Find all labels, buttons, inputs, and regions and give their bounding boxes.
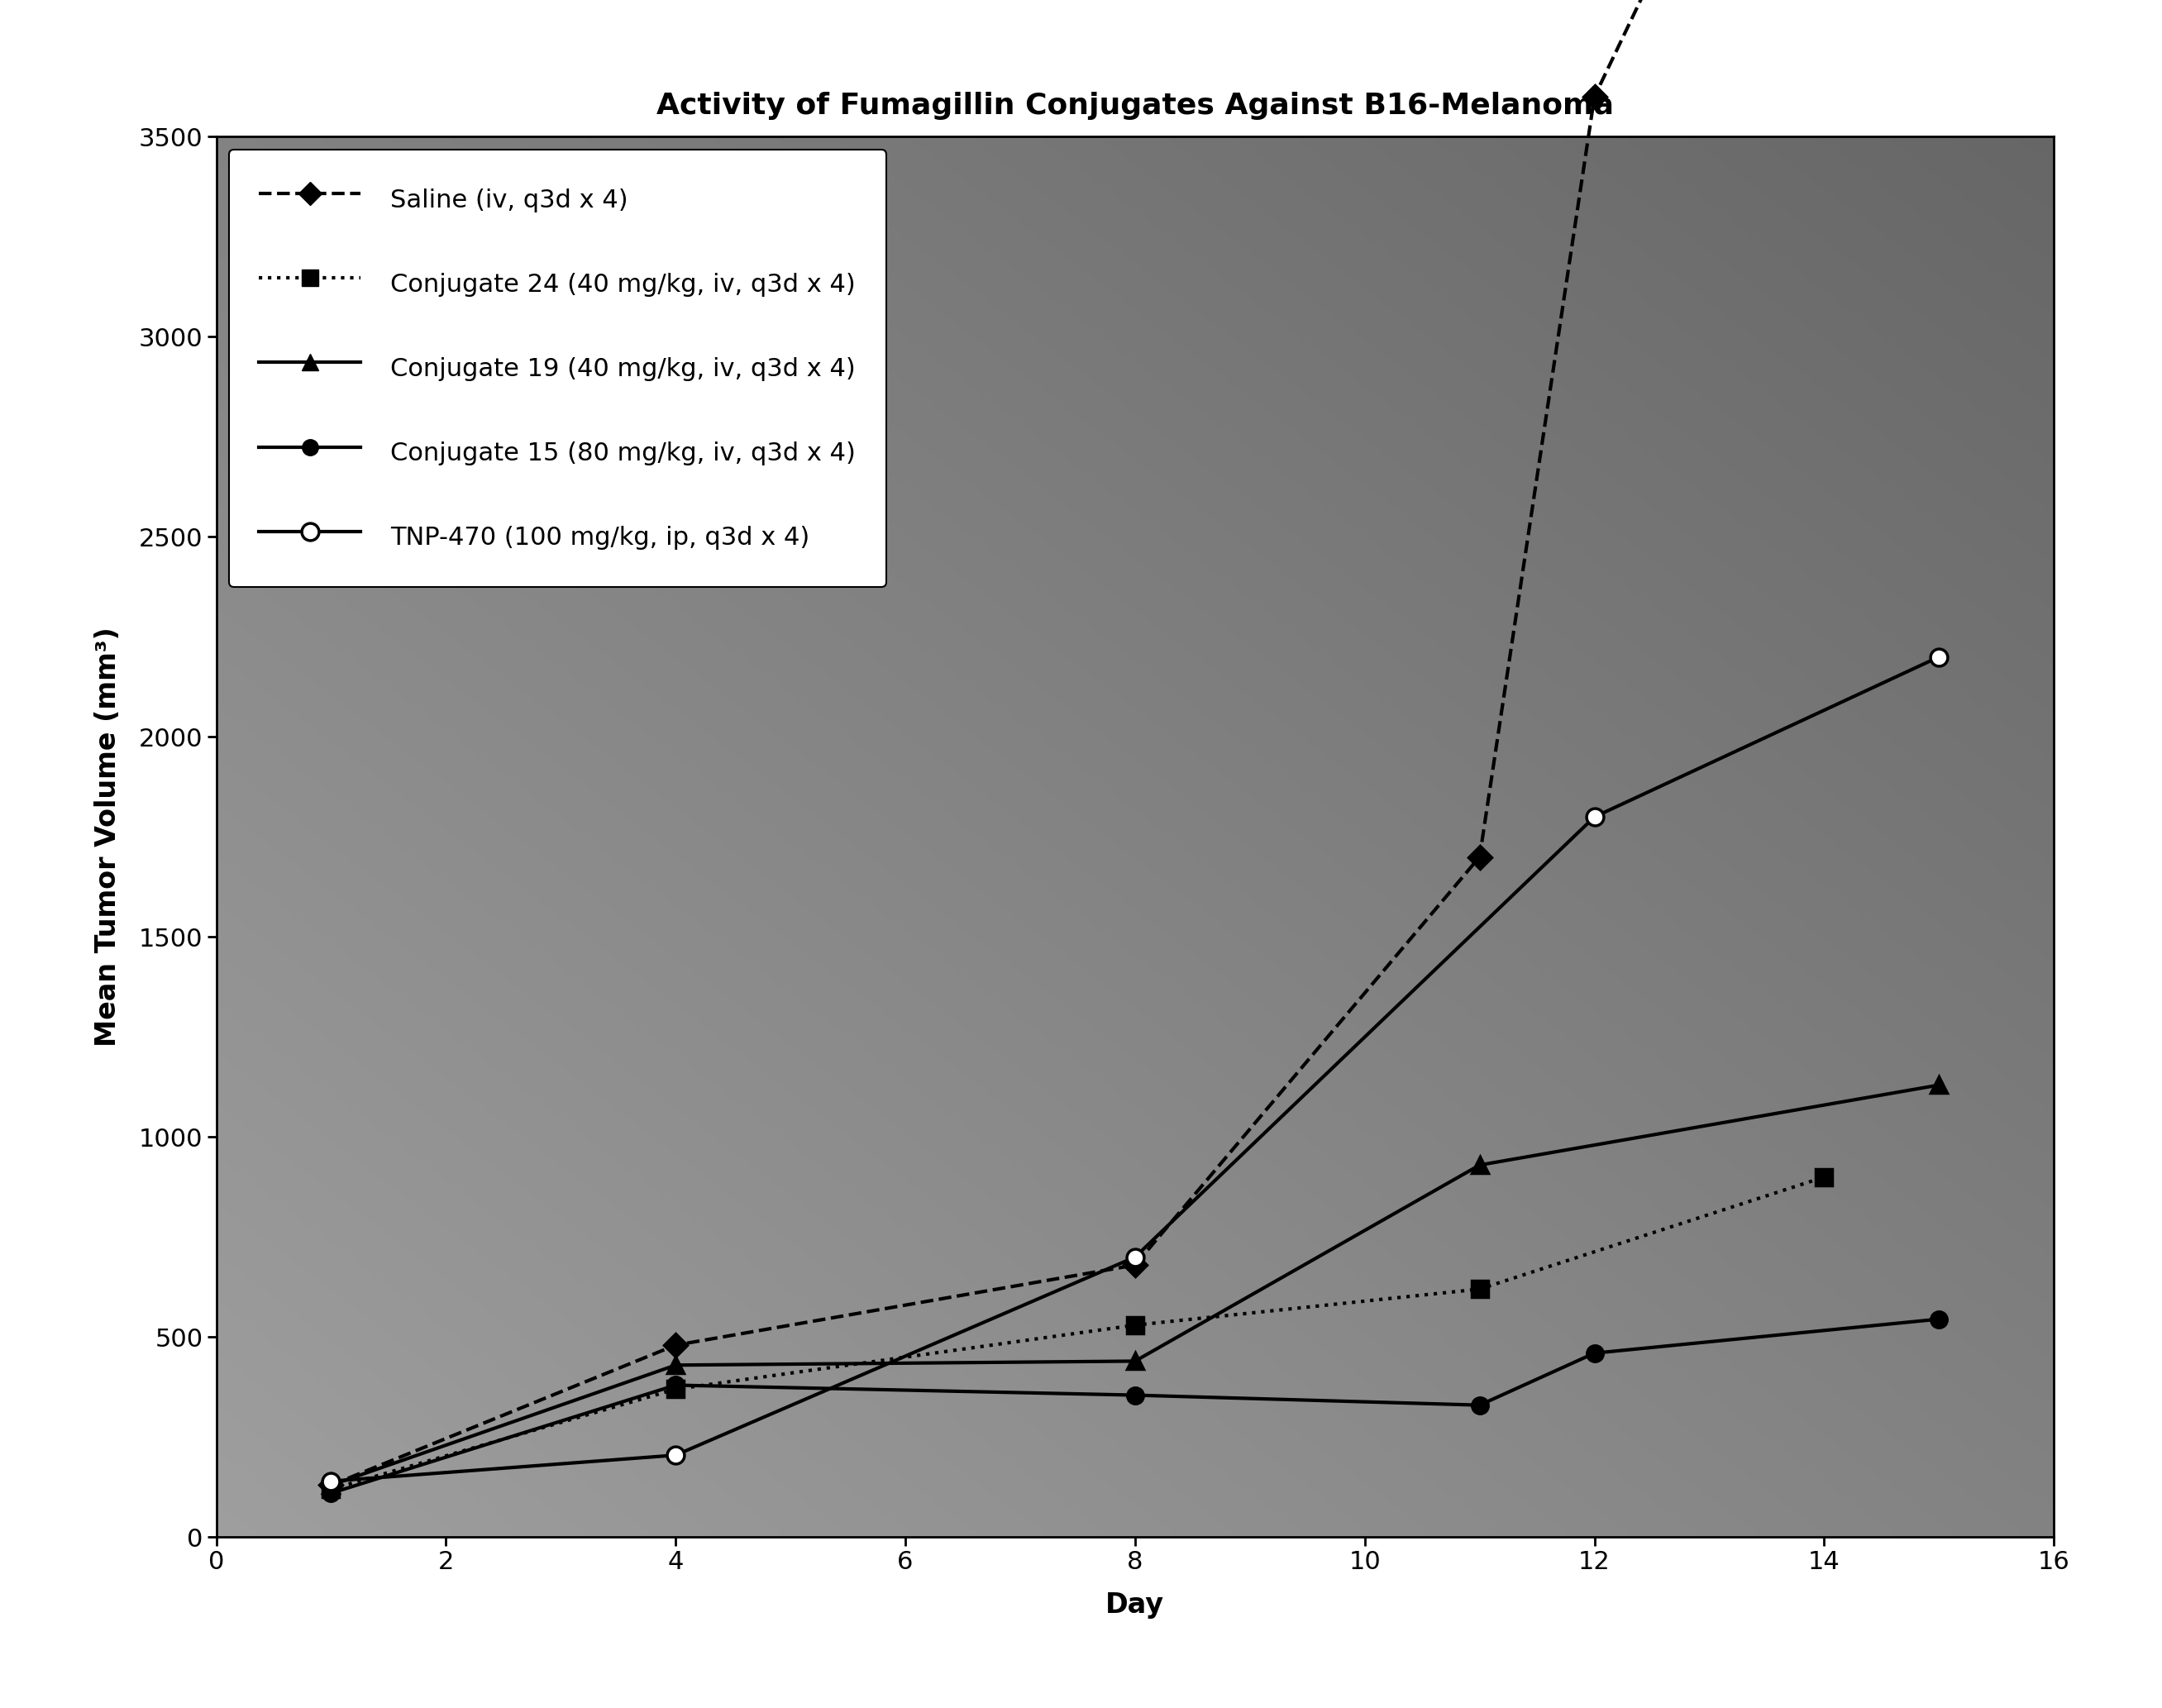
TNP-470 (100 mg/kg, ip, q3d x 4) xyxy=(662,1445,688,1465)
Conjugate 15 (80 mg/kg, iv, q3d x 4) xyxy=(662,1375,688,1395)
Y-axis label: Mean Tumor Volume (mm³): Mean Tumor Volume (mm³) xyxy=(95,627,121,1047)
Conjugate 24 (40 mg/kg, iv, q3d x 4) xyxy=(1122,1315,1148,1336)
Saline (iv, q3d x 4) xyxy=(1583,87,1609,108)
Saline (iv, q3d x 4) xyxy=(1122,1255,1148,1276)
Conjugate 24 (40 mg/kg, iv, q3d x 4) xyxy=(662,1378,688,1399)
Conjugate 15 (80 mg/kg, iv, q3d x 4) xyxy=(1122,1385,1148,1406)
Line: TNP-470 (100 mg/kg, ip, q3d x 4): TNP-470 (100 mg/kg, ip, q3d x 4) xyxy=(322,649,1948,1489)
Conjugate 15 (80 mg/kg, iv, q3d x 4) xyxy=(1926,1308,1952,1329)
Conjugate 19 (40 mg/kg, iv, q3d x 4) xyxy=(1122,1351,1148,1372)
Conjugate 24 (40 mg/kg, iv, q3d x 4) xyxy=(318,1479,344,1500)
Conjugate 15 (80 mg/kg, iv, q3d x 4) xyxy=(1583,1342,1609,1363)
X-axis label: Day: Day xyxy=(1105,1592,1165,1619)
TNP-470 (100 mg/kg, ip, q3d x 4) xyxy=(318,1471,344,1491)
Line: Saline (iv, q3d x 4): Saline (iv, q3d x 4) xyxy=(322,0,1717,1493)
Title: Activity of Fumagillin Conjugates Against B16-Melanoma: Activity of Fumagillin Conjugates Agains… xyxy=(657,91,1613,120)
Saline (iv, q3d x 4) xyxy=(662,1336,688,1356)
TNP-470 (100 mg/kg, ip, q3d x 4) xyxy=(1926,647,1952,668)
Conjugate 19 (40 mg/kg, iv, q3d x 4) xyxy=(318,1476,344,1496)
Conjugate 19 (40 mg/kg, iv, q3d x 4) xyxy=(1926,1074,1952,1095)
Conjugate 24 (40 mg/kg, iv, q3d x 4) xyxy=(1812,1167,1838,1187)
Line: Conjugate 24 (40 mg/kg, iv, q3d x 4): Conjugate 24 (40 mg/kg, iv, q3d x 4) xyxy=(322,1168,1831,1498)
Conjugate 19 (40 mg/kg, iv, q3d x 4) xyxy=(662,1354,688,1375)
Legend: Saline (iv, q3d x 4), Conjugate 24 (40 mg/kg, iv, q3d x 4), Conjugate 19 (40 mg/: Saline (iv, q3d x 4), Conjugate 24 (40 m… xyxy=(229,149,886,588)
Line: Conjugate 15 (80 mg/kg, iv, q3d x 4): Conjugate 15 (80 mg/kg, iv, q3d x 4) xyxy=(322,1312,1948,1501)
Saline (iv, q3d x 4) xyxy=(318,1476,344,1496)
TNP-470 (100 mg/kg, ip, q3d x 4) xyxy=(1122,1247,1148,1267)
Conjugate 19 (40 mg/kg, iv, q3d x 4) xyxy=(1466,1155,1492,1175)
Saline (iv, q3d x 4) xyxy=(1466,847,1492,868)
Conjugate 15 (80 mg/kg, iv, q3d x 4) xyxy=(1466,1395,1492,1416)
Conjugate 15 (80 mg/kg, iv, q3d x 4) xyxy=(318,1483,344,1503)
Conjugate 24 (40 mg/kg, iv, q3d x 4) xyxy=(1466,1279,1492,1300)
TNP-470 (100 mg/kg, ip, q3d x 4) xyxy=(1583,806,1609,827)
Line: Conjugate 19 (40 mg/kg, iv, q3d x 4): Conjugate 19 (40 mg/kg, iv, q3d x 4) xyxy=(322,1076,1948,1494)
